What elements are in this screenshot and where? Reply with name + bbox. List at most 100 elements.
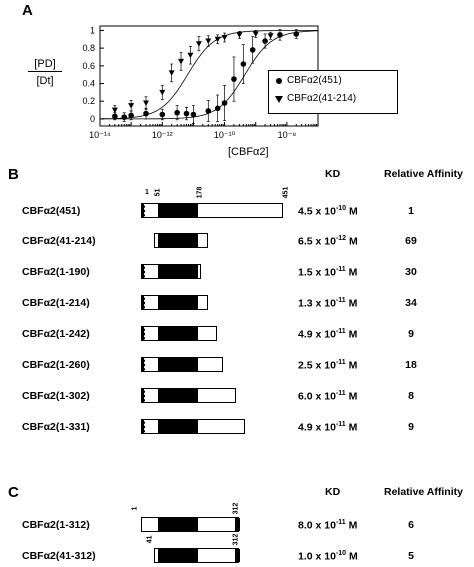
runt-domain (157, 327, 198, 340)
kd-mantissa: 6.0 x 10 (298, 390, 336, 403)
c-terminal-segment (235, 549, 241, 562)
kd-unit: M (345, 297, 358, 310)
kd-unit: M (346, 235, 358, 248)
panel-a-label: A (22, 2, 33, 19)
kd-value: 4.9 x 10-11 M (298, 421, 357, 434)
relative-affinity: 34 (405, 297, 417, 309)
data-point-451 (128, 112, 134, 119)
relative-affinity: 9 (408, 328, 414, 340)
kd-mantissa: 4.9 x 10 (298, 328, 336, 341)
data-point-451 (112, 113, 118, 120)
data-point-451 (293, 31, 300, 37)
kd-unit: M (345, 266, 358, 279)
data-point-41-214 (195, 41, 202, 47)
position-label: 178 (196, 186, 204, 199)
relative-affinity: 1 (408, 205, 414, 217)
kd-mantissa: 1.0 x 10 (298, 550, 336, 563)
runt-domain (157, 389, 198, 402)
position-label: 312 (232, 502, 240, 515)
data-point-41-214 (111, 107, 118, 114)
chart-legend: CBFα2(451) CBFα2(41-214) (268, 70, 398, 114)
x-tick-label: 10⁻¹⁰ (214, 130, 236, 140)
fit-curve (100, 30, 318, 120)
data-point-451 (231, 76, 237, 82)
y-axis-label-bottom: [Dt] (36, 75, 54, 87)
kd-exponent: -10 (335, 550, 347, 557)
runt-domain (157, 420, 198, 433)
data-point-451 (214, 105, 221, 112)
kd-exponent: -11 (335, 297, 346, 304)
y-tick-label: 0.6 (82, 61, 95, 71)
y-axis-label-top: [PD] (28, 58, 62, 72)
kd-value: 1.3 x 10-11 M (298, 297, 357, 310)
data-point-451 (183, 110, 190, 117)
data-point-41-214 (187, 52, 194, 59)
kd-exponent: -11 (335, 519, 346, 526)
kd-unit: M (346, 550, 358, 563)
kd-mantissa: 1.3 x 10 (298, 297, 336, 310)
kd-mantissa: 4.5 x 10 (298, 205, 336, 218)
construct-name: CBFα2(1-214) (22, 297, 90, 309)
position-label: 312 (232, 533, 240, 546)
y-tick-label: 1 (90, 25, 95, 35)
bar-end-mark (142, 389, 144, 402)
bar-end-mark (142, 420, 144, 433)
kd-exponent: -11 (335, 390, 346, 397)
kd-value: 6.0 x 10-11 M (298, 390, 357, 403)
y-axis-label: [PD] [Dt] (28, 58, 62, 87)
y-tick-label: 0.8 (82, 43, 95, 53)
data-point-451 (240, 61, 247, 67)
construct-name: CBFα2(41-214) (22, 235, 96, 247)
kd-exponent: -11 (335, 328, 346, 335)
data-point-41-214 (159, 89, 166, 96)
data-point-41-214 (205, 38, 212, 45)
data-point-451 (121, 114, 128, 120)
relative-affinity: 5 (408, 550, 414, 562)
data-point-41-214 (236, 32, 243, 38)
construct-name: CBFα2(41-312) (22, 550, 96, 562)
kd-mantissa: 1.5 x 10 (298, 266, 336, 279)
bar-end-mark (142, 204, 144, 217)
c-terminal-segment (235, 518, 241, 531)
construct-bar (141, 517, 241, 532)
construct-bar (141, 357, 223, 372)
bar-end-mark (142, 327, 144, 340)
data-point-451 (277, 32, 283, 38)
kd-value: 4.9 x 10-11 M (298, 328, 357, 341)
relative-affinity: 30 (405, 266, 417, 278)
panel-c-label: C (8, 484, 19, 501)
construct-bar (153, 233, 209, 248)
data-point-41-214 (168, 70, 175, 76)
kd-value: 8.0 x 10-11 M (298, 519, 357, 532)
runt-domain (157, 296, 198, 309)
construct-bar (141, 419, 246, 434)
kd-mantissa: 2.5 x 10 (298, 359, 336, 372)
kd-unit: M (345, 359, 358, 372)
data-point-451 (190, 111, 197, 118)
data-point-41-214 (143, 100, 150, 106)
panel-c-affinity-header: Relative Affinity (384, 486, 463, 498)
kd-exponent: -11 (335, 421, 346, 428)
data-point-451 (174, 109, 180, 116)
x-tick-label: 10⁻¹² (152, 130, 173, 140)
data-point-41-214 (128, 103, 135, 109)
kd-value: 1.5 x 10-11 M (298, 266, 357, 279)
kd-value: 6.5 x 10-12 M (298, 235, 358, 248)
panel-b-affinity-header: Relative Affinity (384, 168, 463, 180)
kd-value: 2.5 x 10-11 M (298, 359, 357, 372)
legend-circle-marker (275, 77, 283, 88)
data-point-451 (249, 47, 256, 53)
binding-curve-chart: 0 0.2 0.4 0.6 0.8 1 10⁻¹⁴ 10⁻¹² 10⁻¹⁰ 10⁻⁸ (82, 25, 319, 140)
relative-affinity: 6 (408, 519, 414, 531)
construct-name: CBFα2(1-312) (22, 519, 90, 531)
construct-name: CBFα2(1-242) (22, 328, 90, 340)
y-tick-label: 0.4 (82, 79, 95, 89)
kd-mantissa: 8.0 x 10 (298, 519, 336, 532)
relative-affinity: 9 (408, 421, 414, 433)
runt-domain (157, 358, 198, 371)
kd-value: 4.5 x 10-10 M (298, 205, 358, 218)
runt-domain (157, 234, 198, 247)
data-point-451 (159, 111, 166, 118)
runt-domain (157, 204, 198, 217)
legend-triangle-marker (275, 95, 283, 106)
